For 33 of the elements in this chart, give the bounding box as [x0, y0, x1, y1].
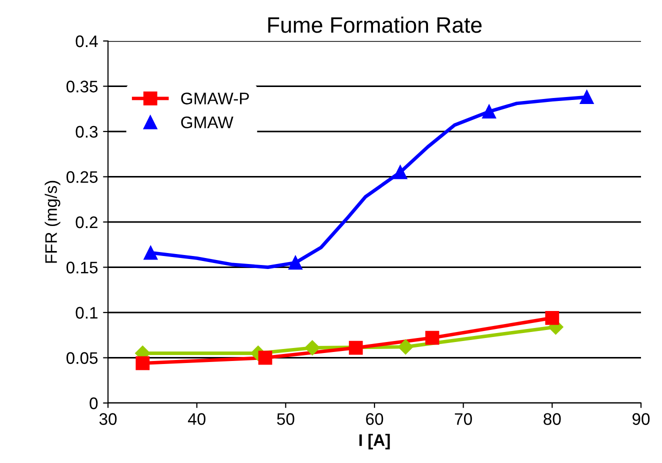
x-tick-label: 70: [454, 413, 472, 425]
y-tick-label: 0.2: [76, 216, 98, 228]
y-tick-label: 0.05: [66, 352, 98, 364]
y-tick-label: 0.25: [66, 171, 98, 183]
y-tick-label: 0: [90, 397, 98, 410]
x-tick-label: 50: [277, 413, 294, 425]
x-axis-title: I [A]: [359, 434, 390, 450]
x-tick-label: 40: [188, 413, 206, 425]
y-tick-label: 0.15: [66, 262, 98, 274]
point: [258, 350, 272, 365]
x-tick-label: 30: [99, 413, 117, 425]
y-tick-label: 0.35: [66, 80, 98, 92]
legend-label: GMAW: [181, 116, 234, 128]
point: [580, 90, 594, 104]
y-axis-title: FFR (mg/s): [44, 180, 60, 263]
y-tick-label: 0.1: [76, 306, 98, 319]
point: [288, 256, 302, 270]
x-tick-label: 80: [544, 413, 561, 425]
point: [425, 330, 440, 345]
point: [136, 356, 150, 370]
point: [482, 104, 496, 119]
y-tick-label: 0.3: [76, 126, 98, 138]
point: [398, 339, 414, 354]
point: [393, 165, 408, 180]
x-tick-label: 90: [632, 413, 650, 425]
y-tick-label: 0.4: [76, 35, 98, 48]
point: [144, 246, 158, 260]
point: [348, 340, 363, 355]
x-tick-label: 60: [366, 413, 384, 425]
point: [304, 340, 320, 356]
point: [545, 310, 560, 325]
chart-title: Fume Formation Rate: [268, 16, 482, 33]
legend-label: GMAW-P: [181, 92, 249, 104]
